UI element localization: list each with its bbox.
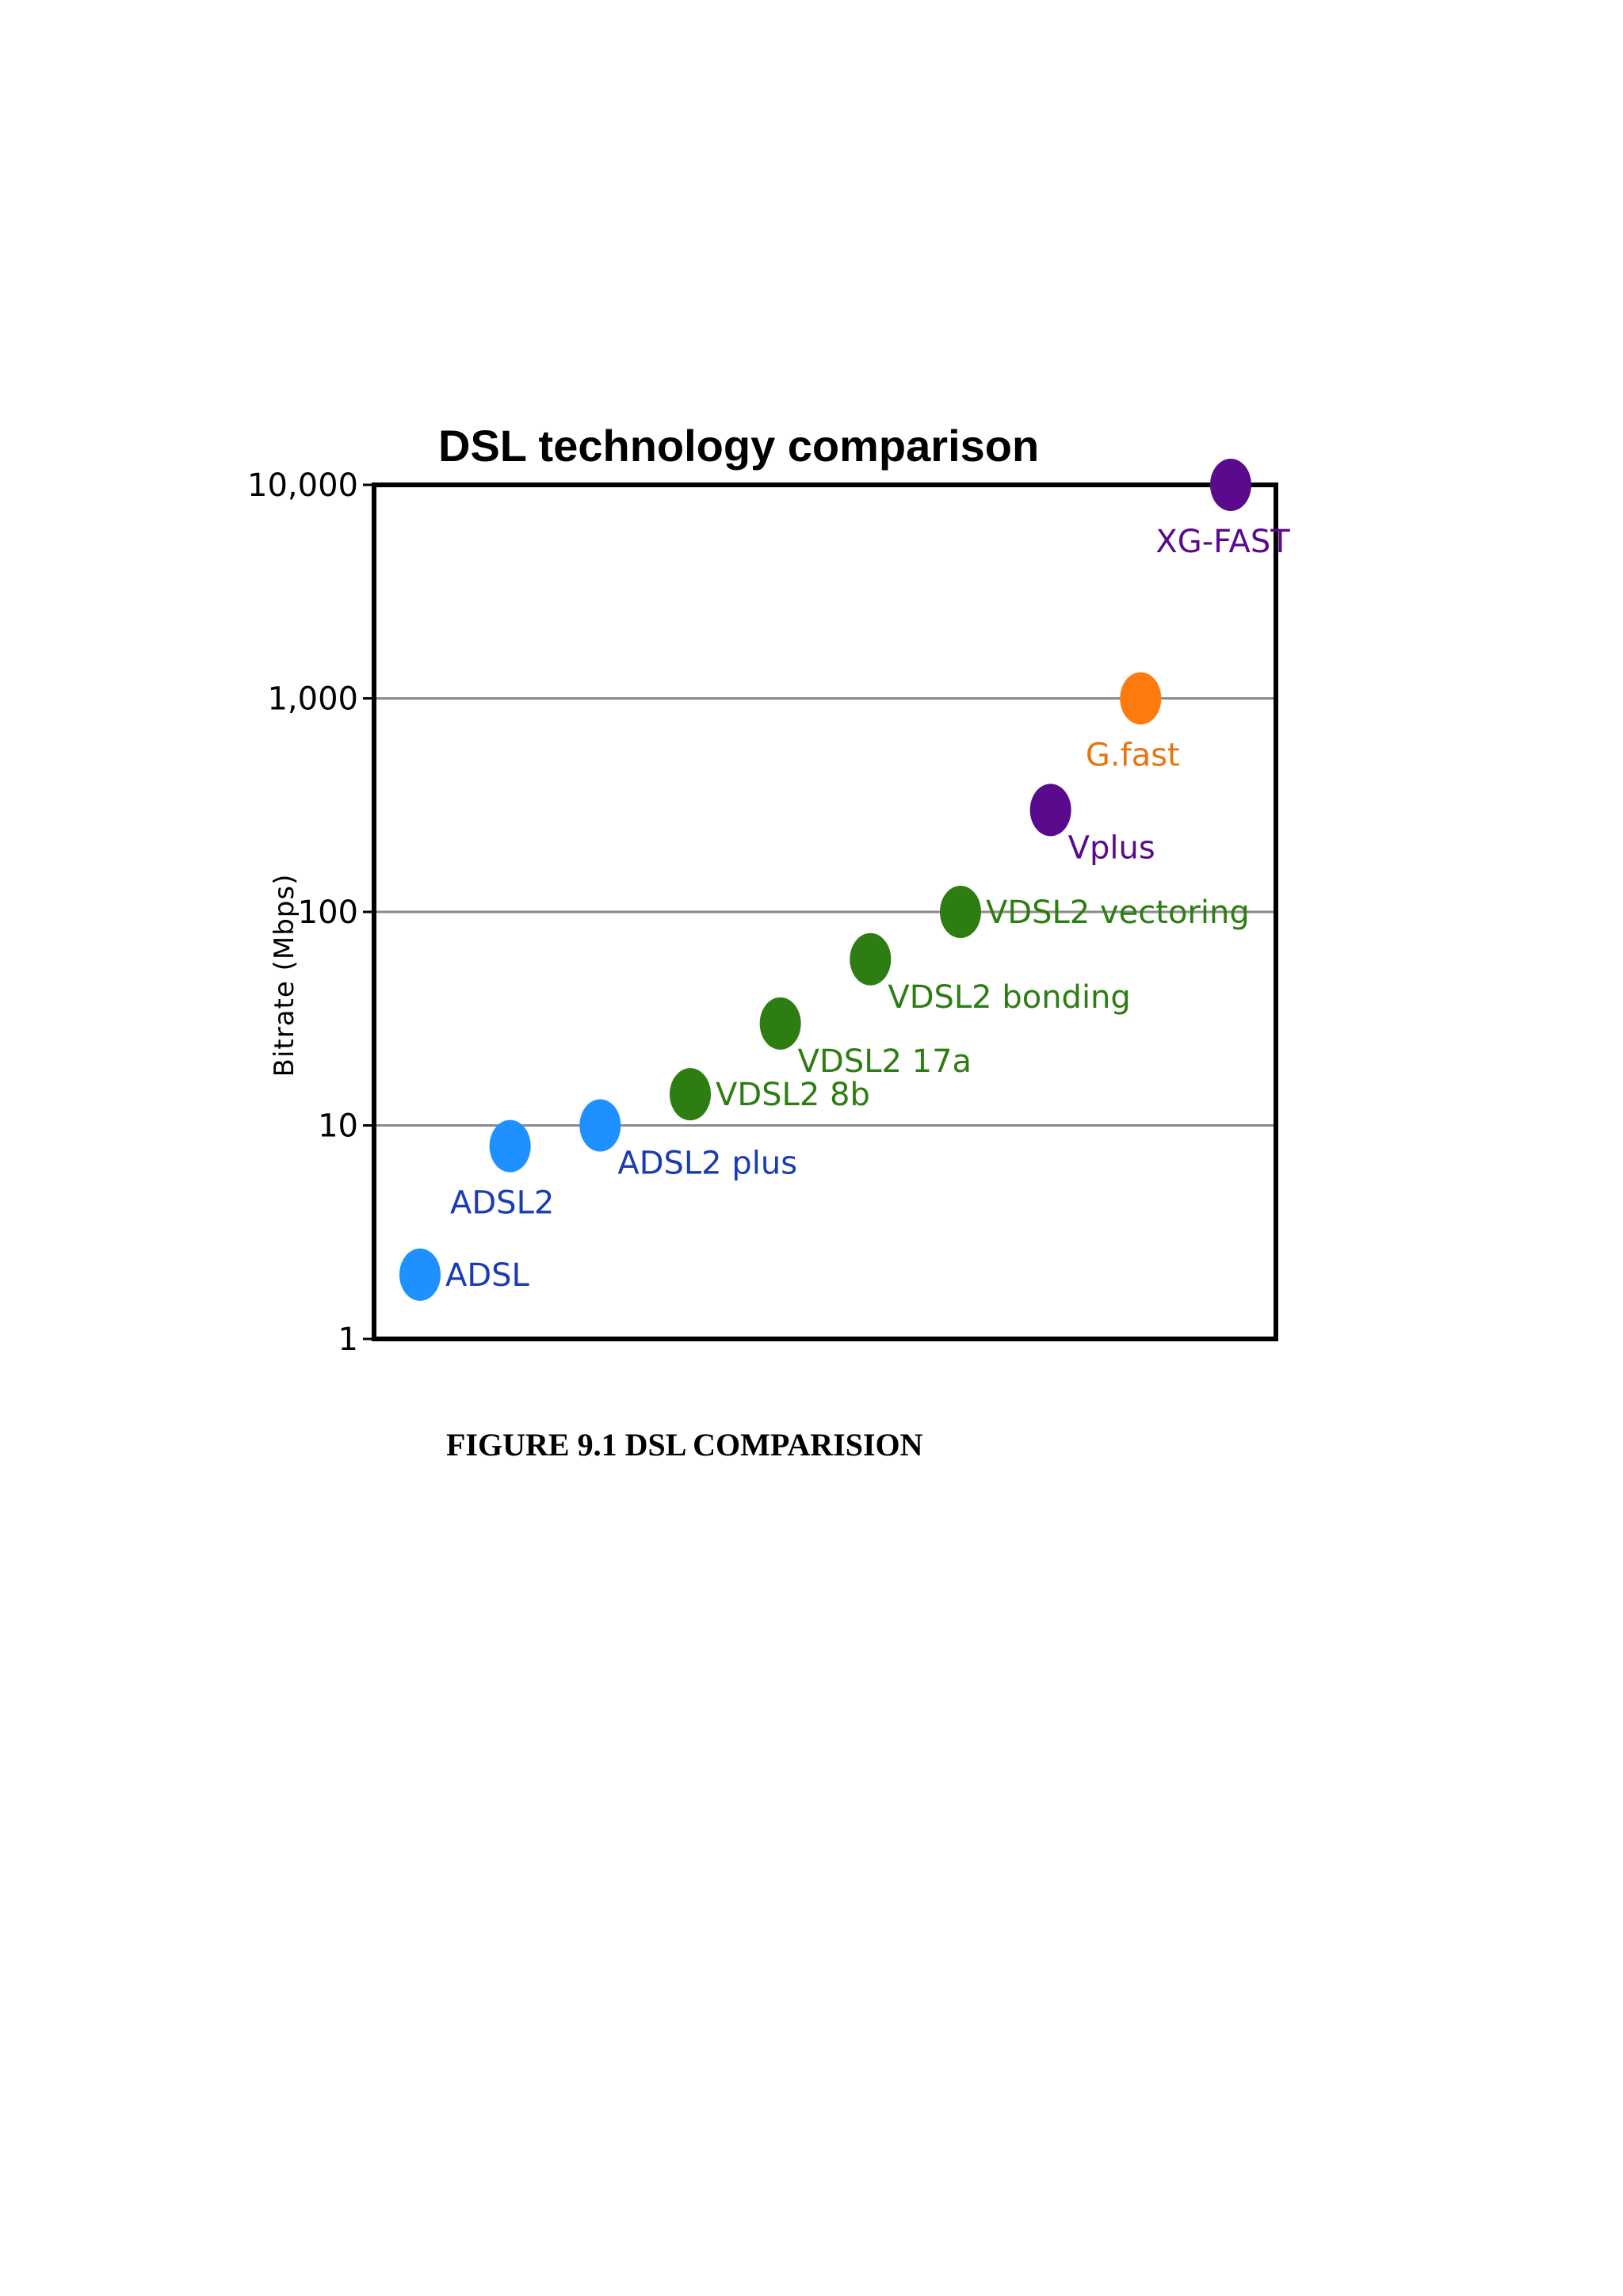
data-point-label: XG-FAST <box>1155 524 1290 560</box>
data-point <box>850 933 892 986</box>
data-point-label: VDSL2 vectoring <box>986 894 1250 931</box>
y-axis-ticks: 1 10 100 1,000 10,000 <box>247 467 374 1358</box>
data-point-label: G.fast <box>1086 738 1180 774</box>
y-tick-label: 1,000 <box>267 681 358 718</box>
data-point-label: ADSL <box>445 1257 530 1294</box>
data-point <box>940 886 981 938</box>
y-axis-label: Bitrate (Mbps) <box>269 874 300 1077</box>
y-tick-label: 1 <box>338 1322 358 1358</box>
data-point <box>670 1068 711 1121</box>
figure-caption: FIGURE 9.1 DSL COMPARISION <box>446 1427 923 1463</box>
chart-title: DSL technology comparison <box>438 421 1039 471</box>
data-point-label: VDSL2 bonding <box>888 979 1130 1016</box>
data-point <box>1029 784 1071 837</box>
data-point <box>399 1248 441 1301</box>
data-point <box>579 1099 621 1152</box>
data-point-label: ADSL2 <box>450 1185 554 1222</box>
data-points <box>399 459 1251 1301</box>
data-point <box>489 1119 531 1173</box>
data-point-label: ADSL2 plus <box>617 1146 797 1182</box>
data-point <box>1120 672 1162 725</box>
y-tick-label: 100 <box>298 894 358 931</box>
data-point <box>1210 459 1251 511</box>
data-point-label: Vplus <box>1068 830 1155 866</box>
data-point-label: VDSL2 17a <box>798 1043 972 1080</box>
y-tick-label: 10,000 <box>247 467 358 504</box>
data-point-label: VDSL2 8b <box>716 1077 870 1113</box>
plot-area-frame <box>372 482 1278 1341</box>
y-tick-label: 10 <box>318 1108 358 1145</box>
data-point <box>759 997 801 1050</box>
